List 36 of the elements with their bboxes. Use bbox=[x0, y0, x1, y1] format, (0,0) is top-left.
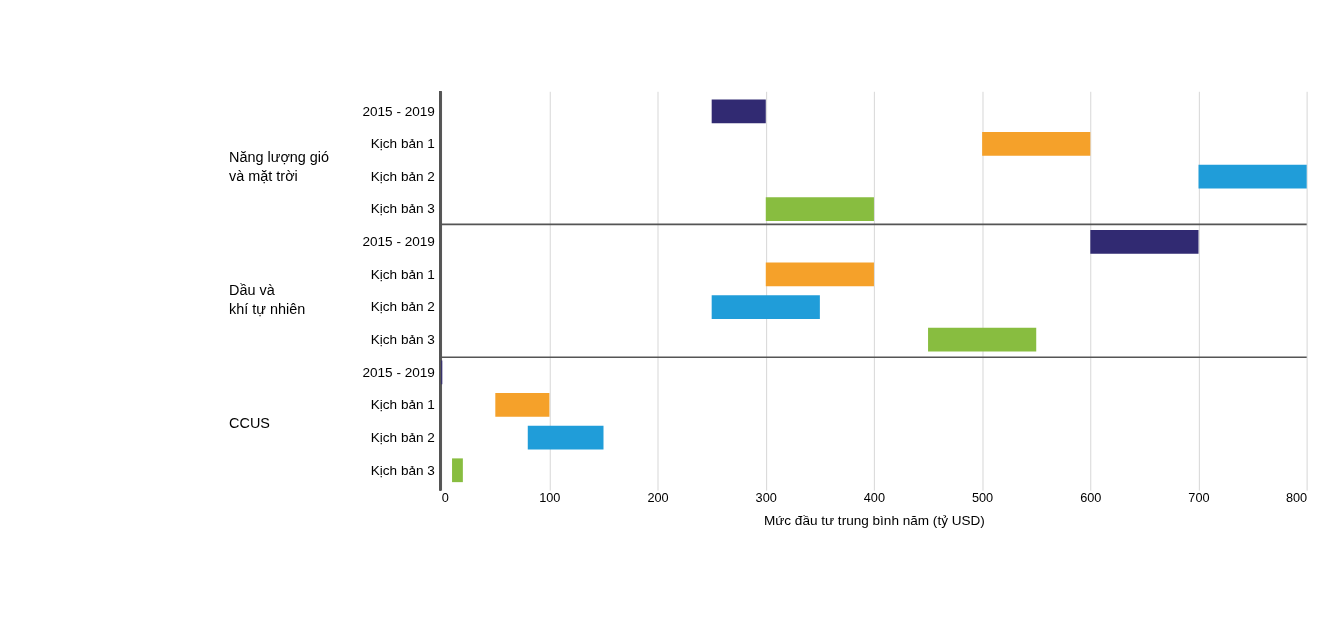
bar bbox=[765, 262, 874, 287]
x-tick-label: 200 bbox=[647, 490, 669, 506]
text: Năng lượng gió và mặt trời bbox=[229, 149, 330, 184]
y-tick-label: 2015 - 2019 bbox=[362, 103, 435, 119]
y-tick-label: Kịch bản 1 bbox=[370, 136, 435, 152]
bar bbox=[1198, 164, 1307, 189]
bar bbox=[711, 99, 766, 124]
x-tick-label: 700 bbox=[1188, 490, 1210, 506]
y-tick-label: Kịch bản 1 bbox=[370, 397, 435, 413]
bar bbox=[928, 327, 1037, 352]
text: CCUS bbox=[229, 414, 270, 431]
x-axis-title: Mức đầu tư trung bình năm (tỷ USD) bbox=[763, 512, 985, 528]
x-tick-label: 300 bbox=[755, 490, 777, 506]
bar bbox=[1090, 229, 1199, 254]
bar bbox=[527, 425, 604, 450]
y-tick-label: 2015 - 2019 bbox=[362, 364, 435, 380]
y-tick-label: Kịch bản 3 bbox=[370, 201, 435, 217]
x-tick-label: 600 bbox=[1080, 490, 1102, 506]
x-tick-label: 100 bbox=[539, 490, 561, 506]
bar bbox=[982, 132, 1091, 156]
bar bbox=[765, 197, 874, 222]
x-tick-label: 0 bbox=[441, 490, 449, 506]
text: Dầu và khí tự nhiên bbox=[229, 282, 306, 317]
x-tick-label: 500 bbox=[971, 490, 994, 506]
y-tick-label: Kịch bản 1 bbox=[370, 266, 435, 282]
bar bbox=[495, 393, 550, 417]
y-tick-label: Kịch bản 3 bbox=[370, 331, 435, 347]
x-tick-label: 800 bbox=[1285, 490, 1308, 506]
y-tick-label: Kịch bản 3 bbox=[370, 462, 435, 478]
bar bbox=[711, 295, 820, 319]
bar bbox=[452, 458, 463, 483]
y-tick-label: Kịch bản 2 bbox=[370, 168, 435, 184]
y-tick-label: Kịch bản 2 bbox=[370, 299, 435, 315]
y-tick-label: Kịch bản 2 bbox=[370, 429, 435, 445]
y-tick-label: 2015 - 2019 bbox=[362, 234, 435, 250]
x-tick-label: 400 bbox=[863, 490, 885, 506]
